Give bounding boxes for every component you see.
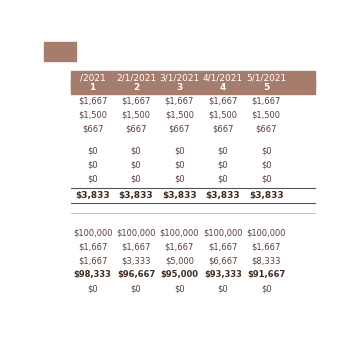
- Text: $1,667: $1,667: [78, 256, 107, 265]
- Text: $100,000: $100,000: [246, 228, 286, 237]
- Text: $93,333: $93,333: [204, 270, 242, 279]
- Text: 5/1/2021: 5/1/2021: [246, 74, 286, 83]
- Text: $1,500: $1,500: [78, 110, 107, 119]
- Text: $5,000: $5,000: [165, 256, 194, 265]
- Text: $0: $0: [174, 146, 185, 155]
- Text: $0: $0: [87, 284, 98, 293]
- Text: $100,000: $100,000: [116, 228, 156, 237]
- Text: 4/1/2021: 4/1/2021: [203, 74, 243, 83]
- Bar: [71, 80, 315, 94]
- Text: $3,833: $3,833: [162, 191, 197, 199]
- Text: $667: $667: [82, 124, 103, 133]
- Text: $0: $0: [87, 146, 98, 155]
- Text: $0: $0: [87, 160, 98, 169]
- Text: 2/1/2021: 2/1/2021: [116, 74, 156, 83]
- Text: /2021: /2021: [80, 74, 105, 83]
- Text: $0: $0: [174, 160, 185, 169]
- Text: $0: $0: [261, 146, 272, 155]
- Text: $0: $0: [87, 174, 98, 183]
- Text: $1,667: $1,667: [165, 96, 194, 105]
- Text: $96,667: $96,667: [117, 270, 155, 279]
- Text: $667: $667: [212, 124, 233, 133]
- Text: 3: 3: [176, 83, 182, 91]
- Text: $0: $0: [261, 284, 272, 293]
- Text: $667: $667: [256, 124, 277, 133]
- Text: $0: $0: [131, 174, 141, 183]
- Text: $3,833: $3,833: [119, 191, 153, 199]
- Text: 5: 5: [263, 83, 269, 91]
- Text: $1,667: $1,667: [78, 242, 107, 251]
- Text: $0: $0: [174, 174, 185, 183]
- Text: $100,000: $100,000: [203, 228, 243, 237]
- Text: $0: $0: [217, 284, 228, 293]
- Text: $1,667: $1,667: [121, 242, 150, 251]
- Text: $0: $0: [261, 174, 272, 183]
- Text: $8,333: $8,333: [251, 256, 281, 265]
- Text: $1,500: $1,500: [252, 110, 281, 119]
- Text: $3,333: $3,333: [121, 256, 151, 265]
- Bar: [71, 71, 315, 86]
- Text: $3,833: $3,833: [75, 191, 110, 199]
- Bar: [44, 42, 76, 61]
- Text: $1,667: $1,667: [165, 242, 194, 251]
- Text: $0: $0: [217, 160, 228, 169]
- Text: $0: $0: [217, 146, 228, 155]
- Text: $1,667: $1,667: [78, 96, 107, 105]
- Text: 1: 1: [90, 83, 96, 91]
- Text: $91,667: $91,667: [247, 270, 285, 279]
- Text: $1,500: $1,500: [121, 110, 150, 119]
- Text: $667: $667: [169, 124, 190, 133]
- Text: $0: $0: [174, 284, 185, 293]
- Text: $667: $667: [125, 124, 147, 133]
- Text: $1,500: $1,500: [208, 110, 237, 119]
- Text: $0: $0: [261, 160, 272, 169]
- Text: $95,000: $95,000: [160, 270, 198, 279]
- Text: $1,667: $1,667: [252, 96, 281, 105]
- Text: $1,667: $1,667: [208, 96, 237, 105]
- Text: $3,833: $3,833: [249, 191, 284, 199]
- Text: $1,667: $1,667: [208, 242, 237, 251]
- Text: $0: $0: [131, 284, 141, 293]
- Text: $1,667: $1,667: [252, 242, 281, 251]
- Text: 3/1/2021: 3/1/2021: [159, 74, 199, 83]
- Text: $100,000: $100,000: [160, 228, 199, 237]
- Text: 4: 4: [219, 83, 226, 91]
- Text: $100,000: $100,000: [73, 228, 112, 237]
- Text: $98,333: $98,333: [74, 270, 112, 279]
- Text: $3,833: $3,833: [205, 191, 240, 199]
- Text: $0: $0: [131, 146, 141, 155]
- Text: 2: 2: [133, 83, 139, 91]
- Text: $1,667: $1,667: [121, 96, 150, 105]
- Text: $0: $0: [131, 160, 141, 169]
- Text: $0: $0: [217, 174, 228, 183]
- Text: $6,667: $6,667: [208, 256, 238, 265]
- Text: $1,500: $1,500: [165, 110, 194, 119]
